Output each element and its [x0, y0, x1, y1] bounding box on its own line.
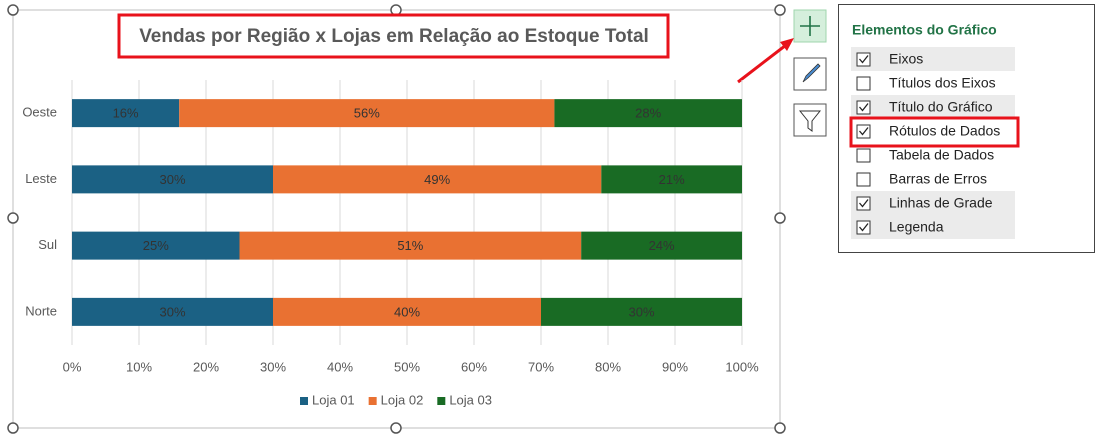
chart-area[interactable] [12, 9, 781, 429]
panel-item[interactable]: Tabela de Dados [856, 147, 994, 163]
legend-marker [368, 397, 377, 405]
item-background [851, 215, 1015, 239]
bar [581, 231, 742, 260]
item-label: Legenda [889, 219, 944, 235]
data-label: 16% [113, 106, 139, 121]
resize-handle[interactable] [390, 422, 402, 434]
resize-handle[interactable] [7, 4, 19, 16]
brush-icon [802, 63, 821, 83]
checkbox[interactable] [856, 100, 871, 115]
bar [239, 231, 582, 260]
data-label: 30% [159, 172, 185, 187]
panel-item[interactable]: Rótulos de Dados [856, 123, 1000, 139]
checkbox[interactable] [856, 172, 871, 187]
x-tick-label: 30% [260, 359, 286, 374]
item-label: Título do Gráfico [889, 99, 993, 115]
item-background [851, 95, 1015, 119]
panel-item[interactable]: Eixos [851, 47, 1015, 71]
legend-label: Loja 02 [381, 392, 424, 407]
legend-marker [437, 397, 446, 405]
y-tick-label: Sul [38, 237, 57, 252]
resize-handle[interactable] [774, 212, 786, 224]
filter-button[interactable] [793, 103, 827, 137]
resize-handle[interactable] [7, 212, 19, 224]
check-mark [859, 199, 869, 208]
bar [273, 165, 602, 194]
checkbox[interactable] [856, 124, 871, 139]
legend-label: Loja 03 [449, 392, 492, 407]
data-label: 24% [649, 238, 675, 253]
data-label: 49% [424, 172, 450, 187]
bar [541, 297, 742, 326]
data-label: 25% [143, 238, 169, 253]
bar [179, 99, 555, 128]
item-label: Títulos dos Eixos [889, 75, 996, 91]
x-tick-label: 50% [394, 359, 420, 374]
check-mark [859, 127, 869, 136]
item-label: Barras de Erros [889, 171, 987, 187]
filter-icon [798, 110, 822, 132]
item-highlight [849, 116, 1020, 148]
arrow-head [780, 38, 794, 51]
item-label: Linhas de Grade [889, 195, 993, 211]
y-tick-label: Oeste [22, 105, 57, 120]
check-mark [859, 55, 869, 64]
y-tick-label: Leste [25, 171, 57, 186]
bar [554, 99, 742, 128]
item-label: Eixos [889, 51, 923, 67]
x-tick-label: 40% [327, 359, 353, 374]
checkbox[interactable] [856, 148, 871, 163]
panel-title: Elementos do Gráfico [852, 22, 997, 38]
title-highlight [117, 13, 670, 59]
arrow [737, 40, 791, 84]
panel-item[interactable]: Legenda [851, 215, 1015, 239]
resize-handle[interactable] [774, 4, 786, 16]
bar [273, 297, 541, 326]
bar [72, 297, 273, 326]
resize-handle[interactable] [774, 422, 786, 434]
bar [72, 99, 180, 128]
plus-icon [800, 16, 820, 36]
x-tick-label: 10% [126, 359, 152, 374]
data-label: 56% [354, 106, 380, 121]
data-label: 30% [159, 304, 185, 319]
data-label: 21% [659, 172, 685, 187]
item-background [851, 191, 1015, 215]
y-tick-label: Norte [25, 303, 57, 318]
legend-label: Loja 01 [312, 392, 355, 407]
x-tick-label: 70% [528, 359, 554, 374]
check-mark [859, 103, 869, 112]
bar [601, 165, 742, 194]
checkbox[interactable] [856, 76, 871, 91]
legend-marker [300, 397, 308, 405]
resize-handle[interactable] [7, 422, 19, 434]
panel-item[interactable]: Títulos dos Eixos [856, 75, 996, 91]
data-label: 28% [635, 106, 661, 121]
data-label: 40% [394, 304, 420, 319]
item-background [851, 47, 1015, 71]
panel-item[interactable]: Linhas de Grade [851, 191, 1015, 215]
item-label: Rótulos de Dados [889, 123, 1000, 139]
panel-item[interactable]: Barras de Erros [856, 171, 987, 187]
x-tick-label: 60% [461, 359, 487, 374]
x-tick-label: 100% [725, 359, 759, 374]
check-mark [859, 223, 869, 232]
x-tick-label: 90% [662, 359, 688, 374]
checkbox[interactable] [856, 220, 871, 235]
chart-title: Vendas por Região x Lojas em Relação ao … [139, 26, 649, 47]
checkbox[interactable] [856, 196, 871, 211]
data-label: 51% [397, 238, 423, 253]
buttons [793, 9, 827, 137]
panel-item[interactable]: Título do Gráfico [851, 95, 1015, 119]
data-label: 30% [628, 304, 654, 319]
x-tick-label: 20% [193, 359, 219, 374]
bar [72, 165, 273, 194]
item-label: Tabela de Dados [889, 147, 994, 163]
bar [72, 231, 240, 260]
x-tick-label: 0% [63, 359, 82, 374]
checkbox[interactable] [856, 52, 871, 67]
x-tick-label: 80% [595, 359, 621, 374]
